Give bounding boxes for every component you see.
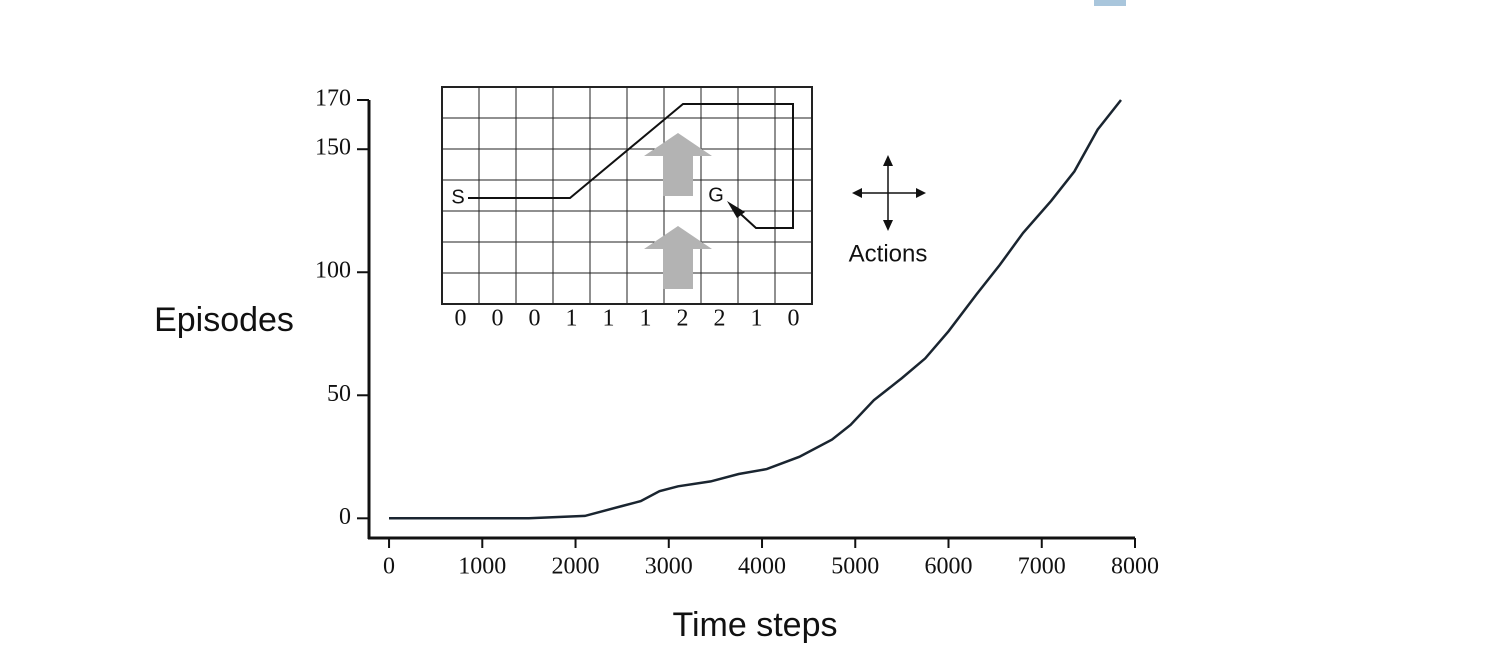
wind-strength: 0 xyxy=(529,306,541,332)
episode-path xyxy=(468,103,794,229)
wind-strength: 1 xyxy=(640,306,652,332)
wind-strength: 2 xyxy=(714,306,726,332)
actions-label: Actions xyxy=(849,240,928,267)
wind-strength: 2 xyxy=(677,306,689,332)
y-tick-label: 50 xyxy=(327,381,351,407)
y-tick-label: 100 xyxy=(315,258,351,284)
x-tick-label: 6000 xyxy=(925,554,973,580)
x-tick-label: 2000 xyxy=(552,554,600,580)
x-axis-label: Time steps xyxy=(672,606,837,644)
y-tick-label: 150 xyxy=(315,135,351,161)
decoration xyxy=(1094,0,1126,6)
path-arrowhead xyxy=(727,201,745,218)
data-line xyxy=(389,99,1122,520)
x-tick-label: 4000 xyxy=(738,554,786,580)
x-tick-label: 8000 xyxy=(1111,554,1159,580)
wind-strength: 1 xyxy=(566,306,578,332)
goal-label: G xyxy=(708,184,724,206)
wind-strength: 0 xyxy=(492,306,504,332)
y-axis-label: Episodes xyxy=(154,301,294,339)
y-tick-label: 0 xyxy=(339,504,351,530)
y-tick-label: 170 xyxy=(315,86,351,112)
wind-strength: 0 xyxy=(455,306,467,332)
x-tick-label: 3000 xyxy=(645,554,693,580)
inset-grid xyxy=(441,86,813,305)
wind-strength: 0 xyxy=(788,306,800,332)
wind-strength: 1 xyxy=(751,306,763,332)
start-label: S xyxy=(451,186,464,208)
x-tick-label: 7000 xyxy=(1018,554,1066,580)
wind-strength: 1 xyxy=(603,306,615,332)
x-tick-label: 5000 xyxy=(831,554,879,580)
actions-icon xyxy=(852,155,926,231)
x-tick-label: 1000 xyxy=(458,554,506,580)
x-tick-label: 0 xyxy=(383,554,395,580)
wind-arrows xyxy=(644,133,712,289)
